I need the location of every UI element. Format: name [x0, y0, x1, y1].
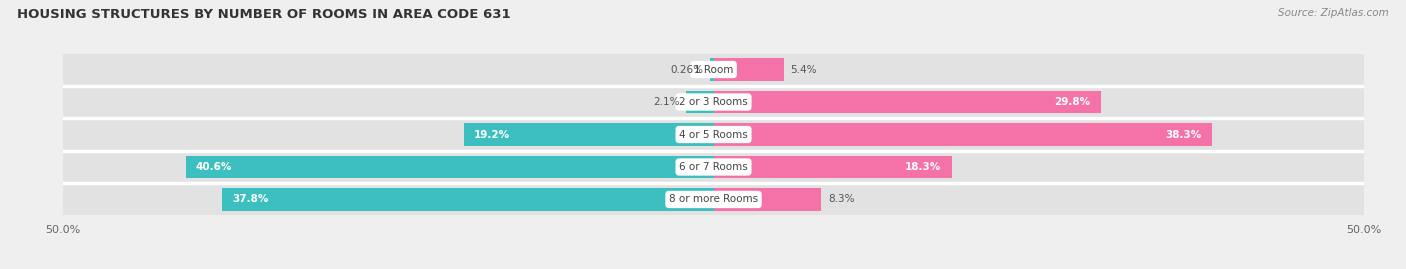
Bar — [713, 156, 952, 178]
Bar — [186, 156, 713, 178]
Text: 0.26%: 0.26% — [671, 65, 703, 75]
Bar — [686, 91, 713, 113]
Bar — [63, 86, 1364, 118]
Text: 2.1%: 2.1% — [654, 97, 679, 107]
Text: 8 or more Rooms: 8 or more Rooms — [669, 194, 758, 204]
Text: 5.4%: 5.4% — [790, 65, 817, 75]
Text: 19.2%: 19.2% — [474, 129, 510, 140]
Text: 18.3%: 18.3% — [905, 162, 941, 172]
Text: 29.8%: 29.8% — [1054, 97, 1091, 107]
Text: 38.3%: 38.3% — [1166, 129, 1201, 140]
Bar — [713, 123, 1212, 146]
Bar — [710, 58, 713, 81]
Text: Source: ZipAtlas.com: Source: ZipAtlas.com — [1278, 8, 1389, 18]
Bar — [63, 119, 1364, 150]
Text: 6 or 7 Rooms: 6 or 7 Rooms — [679, 162, 748, 172]
Text: HOUSING STRUCTURES BY NUMBER OF ROOMS IN AREA CODE 631: HOUSING STRUCTURES BY NUMBER OF ROOMS IN… — [17, 8, 510, 21]
Text: 37.8%: 37.8% — [232, 194, 269, 204]
Text: 8.3%: 8.3% — [828, 194, 855, 204]
Text: 40.6%: 40.6% — [195, 162, 232, 172]
Bar — [63, 184, 1364, 215]
Bar — [464, 123, 713, 146]
Bar — [63, 54, 1364, 85]
Bar — [713, 58, 783, 81]
Text: 2 or 3 Rooms: 2 or 3 Rooms — [679, 97, 748, 107]
Text: 1 Room: 1 Room — [693, 65, 734, 75]
Bar — [713, 188, 821, 211]
Bar — [713, 91, 1101, 113]
Bar — [63, 151, 1364, 183]
Bar — [222, 188, 713, 211]
Text: 4 or 5 Rooms: 4 or 5 Rooms — [679, 129, 748, 140]
